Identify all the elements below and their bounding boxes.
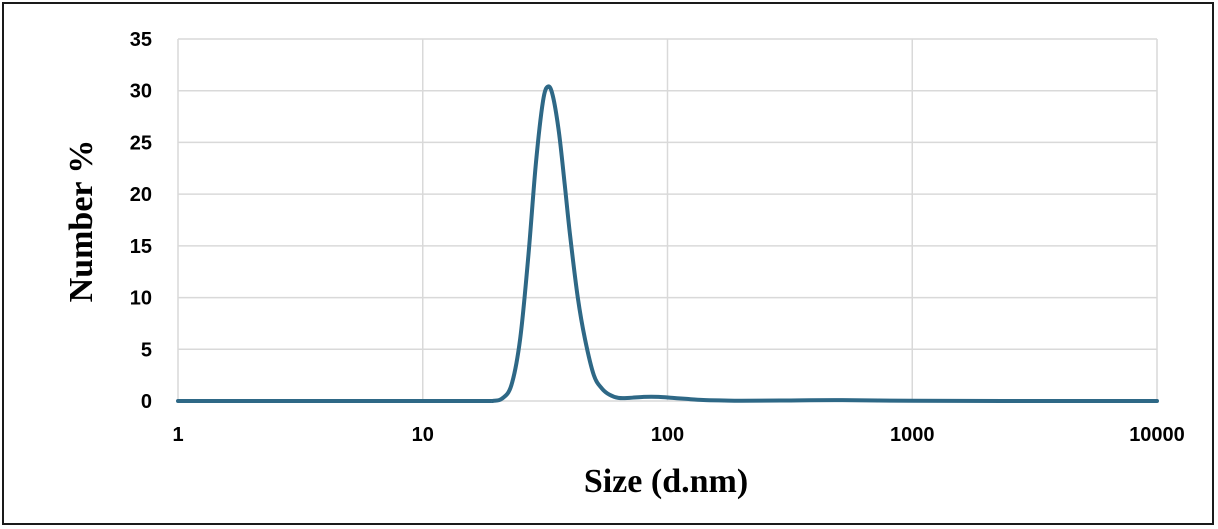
y-tick-label: 0 xyxy=(141,391,152,413)
x-tick-label: 10 xyxy=(412,424,434,446)
x-tick-label: 1000 xyxy=(890,424,935,446)
x-tick-label: 10000 xyxy=(1129,424,1185,446)
y-tick-label: 30 xyxy=(130,81,152,103)
y-tick-label: 25 xyxy=(130,132,152,154)
series-group xyxy=(176,84,1159,404)
x-axis-title: Size (d.nm) xyxy=(584,463,748,500)
x-tick-label: 100 xyxy=(651,424,684,446)
y-tick-label: 15 xyxy=(130,236,152,258)
series-line xyxy=(176,84,1159,404)
y-tick-labels: 0 5 10 15 20 25 30 35 xyxy=(130,29,152,413)
y-tick-label: 35 xyxy=(130,29,152,51)
grid-lines xyxy=(177,38,1158,402)
x-tick-label: 1 xyxy=(172,424,183,446)
y-tick-label: 10 xyxy=(130,288,152,310)
y-tick-label: 20 xyxy=(130,184,152,206)
y-tick-label: 5 xyxy=(141,339,152,361)
y-axis-title: Number % xyxy=(63,140,100,303)
x-tick-labels: 1 10 100 1000 10000 xyxy=(172,424,1184,446)
